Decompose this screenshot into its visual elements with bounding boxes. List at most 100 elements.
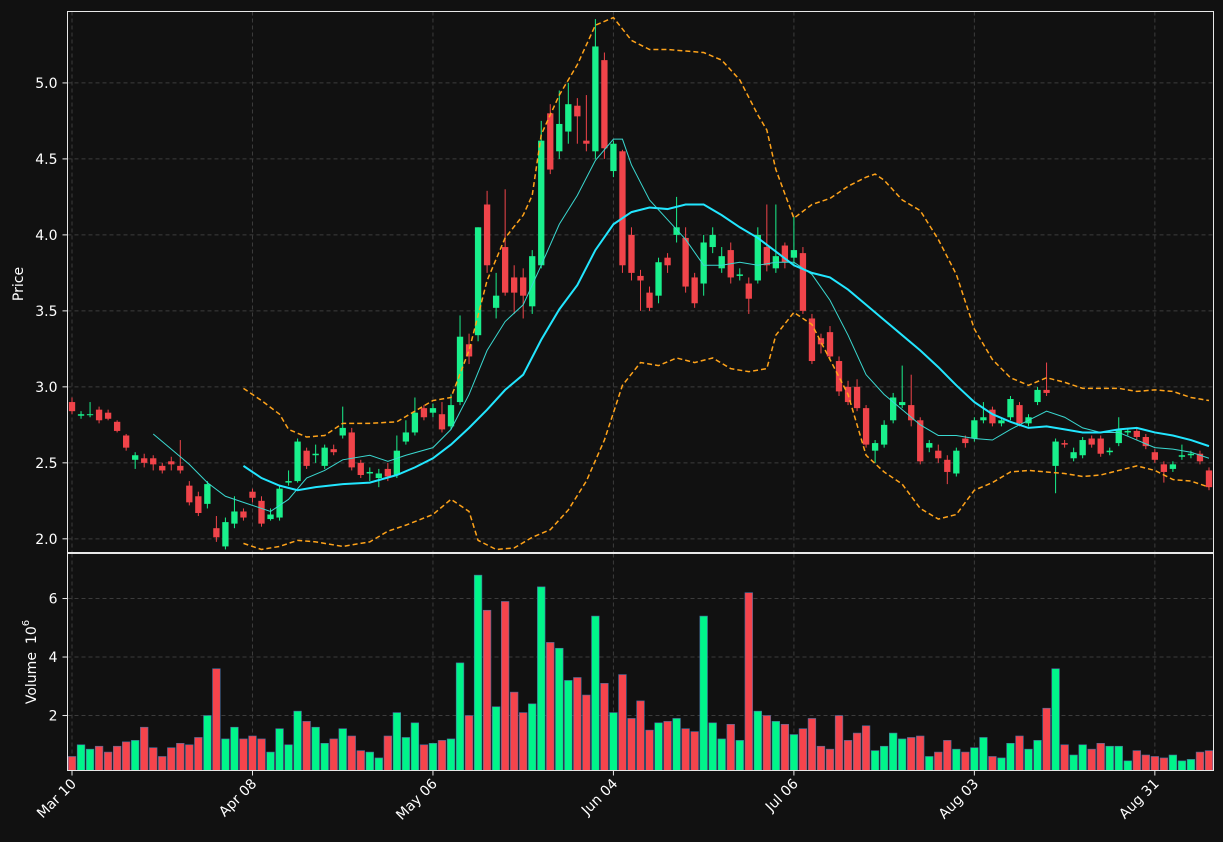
volume-bar <box>1186 759 1196 771</box>
volume-bar <box>573 677 582 771</box>
candle-body <box>971 420 978 439</box>
volume-bar <box>636 700 645 771</box>
volume-bar <box>528 703 537 771</box>
volume-bar <box>257 738 266 771</box>
volume-bar <box>131 740 140 771</box>
y-tick-label: 5.0 <box>35 76 57 92</box>
candle-body <box>583 140 590 144</box>
volume-bar <box>1177 760 1187 771</box>
volume-bar <box>122 741 131 771</box>
volume-bar <box>789 734 799 771</box>
volume-label: Volume <box>24 652 40 704</box>
volume-bar <box>392 712 401 771</box>
volume-bar <box>365 751 374 771</box>
volume-bar <box>419 744 429 771</box>
volume-bar <box>798 728 808 771</box>
candle-body <box>610 143 617 172</box>
candle-body <box>592 46 599 152</box>
volume-bar <box>94 745 104 771</box>
candle-body <box>1196 453 1204 462</box>
volume-bar <box>1033 740 1042 771</box>
volume-bar <box>618 674 627 771</box>
candle-body <box>754 234 761 281</box>
volume-bar <box>934 751 943 771</box>
volume-bar <box>1123 760 1132 771</box>
volume-bar <box>239 738 248 771</box>
volume-bar <box>672 718 681 771</box>
volume-bar <box>383 735 392 771</box>
candle-body <box>628 234 635 273</box>
candle-body <box>808 318 816 362</box>
volume-bar <box>1069 754 1078 771</box>
candle-body <box>420 408 428 418</box>
volume-bar <box>1132 750 1141 771</box>
volume-bar <box>519 712 528 771</box>
candle-body <box>492 295 500 308</box>
candle-body <box>926 443 933 448</box>
volume-bar <box>916 735 925 771</box>
volume-bar <box>852 732 862 771</box>
volume-bar <box>510 691 519 771</box>
volume-bar <box>925 756 934 771</box>
candle-body <box>366 471 373 474</box>
volume-bar <box>843 740 853 771</box>
volume-bar <box>501 601 510 771</box>
volume-bar <box>185 744 194 771</box>
volume-bar <box>546 642 555 771</box>
candle-body <box>1151 452 1159 460</box>
candle-body <box>1160 464 1168 472</box>
volume-bar <box>76 744 86 771</box>
volume-bar <box>663 721 672 771</box>
volume-bar <box>1204 750 1214 771</box>
volume-bar <box>1060 744 1069 771</box>
volume-bar <box>1159 757 1169 771</box>
volume-bar <box>85 748 95 771</box>
moving-average <box>152 138 1210 513</box>
y-tick-label: 2.5 <box>35 456 57 472</box>
candle-body <box>989 409 996 424</box>
volume-bar <box>266 751 275 771</box>
candle-body <box>529 256 536 307</box>
candle-body <box>998 420 1005 424</box>
candle-body <box>817 338 825 345</box>
volume-bar <box>221 738 230 771</box>
volume-bar <box>889 732 898 771</box>
candle-body <box>1124 430 1131 433</box>
volume-bar <box>284 744 293 771</box>
volume-bar <box>437 740 447 771</box>
volume-bar <box>654 722 663 771</box>
candle-body <box>682 237 689 287</box>
volume-bar <box>428 743 438 771</box>
candle-body <box>1034 389 1041 403</box>
volume-bar <box>374 757 383 771</box>
volume-bar <box>1051 668 1060 771</box>
candle-body <box>438 414 446 430</box>
volume-bar <box>149 747 158 771</box>
candle-body <box>267 514 274 520</box>
y-tick-label: 4 <box>49 650 58 666</box>
candle-body <box>700 242 707 284</box>
volume-bar <box>1087 748 1096 771</box>
candle-body <box>1187 453 1195 456</box>
candle-body <box>511 277 518 293</box>
candle-body <box>899 402 906 406</box>
volume-bar <box>681 728 690 771</box>
candle-body <box>1142 437 1149 447</box>
volume-bar <box>609 712 618 771</box>
candle-body <box>826 332 834 357</box>
candle-body <box>565 104 572 132</box>
grid <box>62 11 1214 776</box>
candle-body <box>853 386 861 409</box>
candle-body <box>375 473 382 479</box>
y-tick-label: 3.0 <box>35 380 57 396</box>
volume-bar <box>880 745 889 771</box>
candle-body <box>339 427 346 436</box>
volume-bar <box>816 745 826 771</box>
candle-body <box>411 412 419 433</box>
volume-bar <box>582 694 591 771</box>
volume-bar <box>158 756 167 771</box>
volume-exponent: 6 <box>21 620 32 626</box>
candle-body <box>195 496 202 513</box>
candle-body <box>736 274 743 276</box>
